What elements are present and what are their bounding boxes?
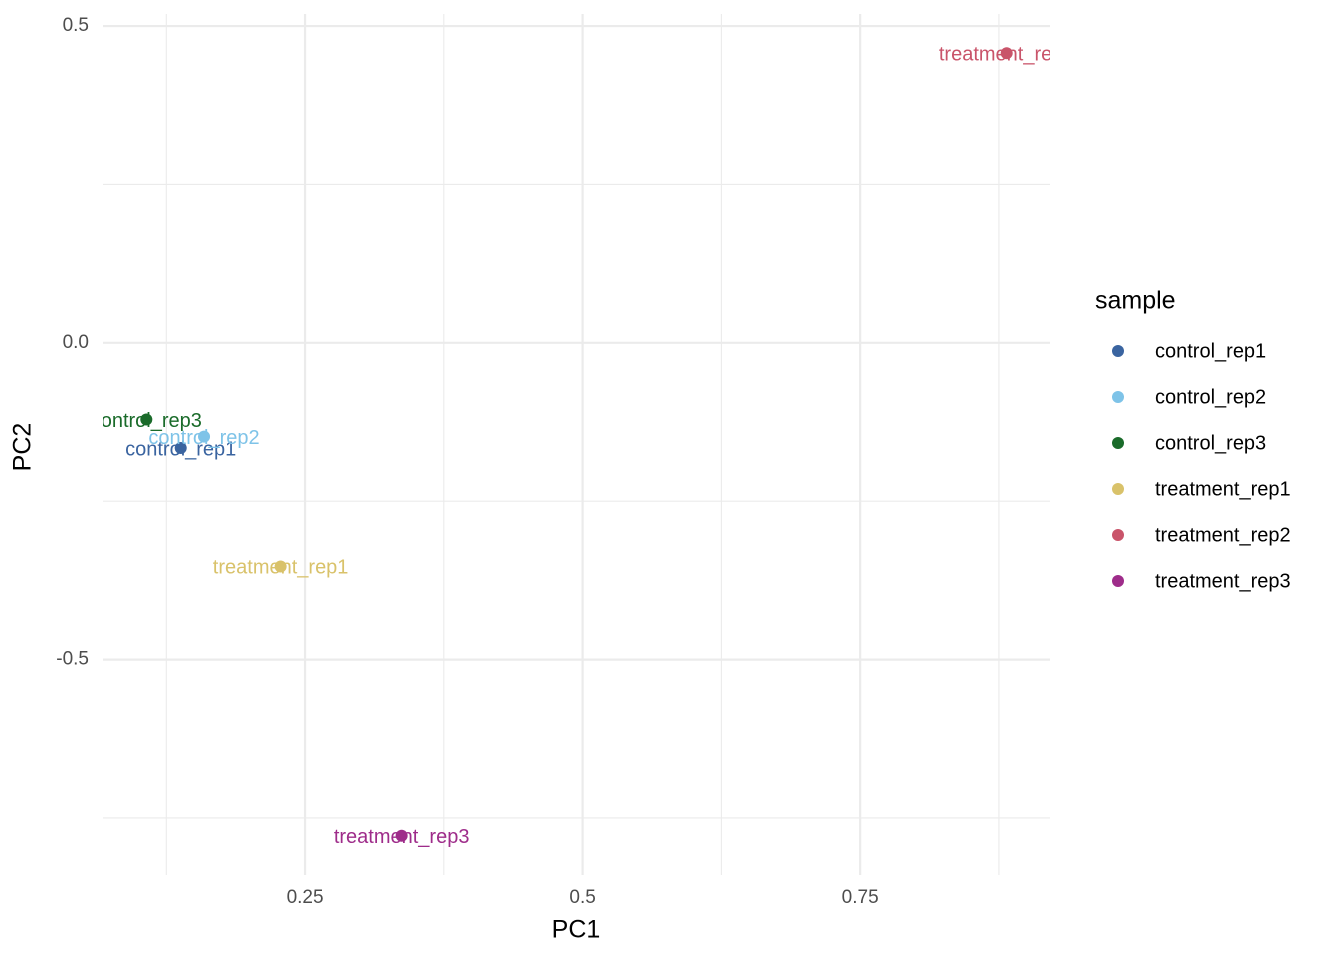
- point: [198, 430, 211, 443]
- y-tick-label: -0.5: [56, 649, 89, 670]
- point: [274, 560, 287, 573]
- x-tick-label: 0.25: [287, 887, 324, 908]
- point: [140, 413, 153, 426]
- x-tick-label: 0.5: [569, 887, 595, 908]
- legend-key: [1112, 345, 1124, 357]
- point-label: treatment_rep2: [939, 44, 1075, 66]
- legend-key: [1112, 529, 1124, 541]
- legend-label: treatment_rep3: [1155, 570, 1291, 592]
- legend-key: [1112, 437, 1124, 449]
- x-tick-label: 0.75: [842, 887, 879, 908]
- point-label: control_rep3: [91, 410, 202, 432]
- plot-panel: control_rep1control_rep2control_rep3trea…: [91, 44, 1075, 848]
- legend-label: control_rep1: [1155, 340, 1266, 362]
- legend-label: control_rep2: [1155, 386, 1266, 408]
- legend-title: sample: [1095, 287, 1176, 315]
- legend-label: control_rep3: [1155, 432, 1266, 454]
- grid: [103, 14, 1050, 875]
- legend-label: treatment_rep1: [1155, 478, 1291, 500]
- point-label: control_rep1: [125, 438, 236, 460]
- point: [1000, 47, 1013, 60]
- legend-key: [1112, 483, 1124, 495]
- point-label: treatment_rep3: [334, 826, 470, 848]
- point-label: treatment_rep1: [213, 557, 349, 579]
- y-tick-label: 0.5: [63, 15, 89, 36]
- legend-key: [1112, 575, 1124, 587]
- y-tick-label: 0.0: [63, 332, 89, 353]
- legend-label: treatment_rep2: [1155, 524, 1291, 546]
- y-axis-title: PC2: [9, 423, 37, 472]
- legend-key: [1112, 391, 1124, 403]
- point-label: control_rep2: [148, 427, 259, 449]
- point: [395, 829, 408, 842]
- x-axis-title: PC1: [552, 916, 601, 944]
- point: [174, 441, 187, 454]
